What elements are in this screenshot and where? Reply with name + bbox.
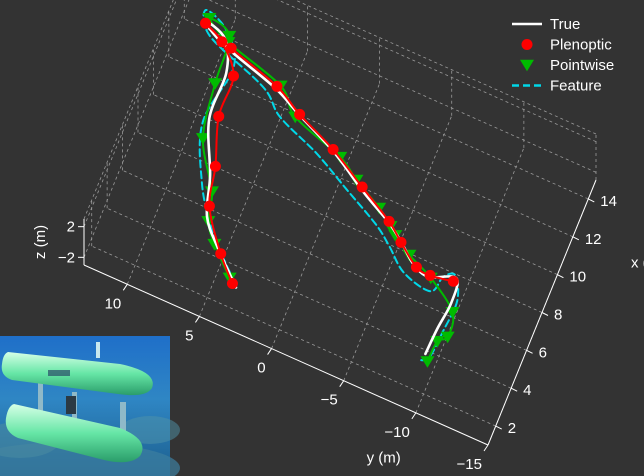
x-tick-mark <box>541 312 549 316</box>
x-tick-mark <box>495 425 502 430</box>
data-point-plenoptic <box>215 248 227 260</box>
y-tick-mark <box>267 348 272 355</box>
grid-line-backwall-z <box>277 0 597 143</box>
legend-item-feature: Feature <box>512 78 602 95</box>
data-point-plenoptic <box>294 108 306 120</box>
data-point-plenoptic <box>424 269 436 281</box>
y-axis-line <box>83 264 489 446</box>
data-point-plenoptic <box>225 42 237 54</box>
y-tick-mark <box>411 412 417 420</box>
grid-line-floor-x <box>122 169 527 351</box>
grid-line-floor-x <box>184 18 589 200</box>
y-tick-label: 5 <box>185 327 193 344</box>
legend-item-pointwise: Pointwise <box>520 57 614 74</box>
data-point-pointwise <box>202 13 217 25</box>
z-tick-label: 2 <box>67 219 75 236</box>
data-point-plenoptic <box>209 160 221 172</box>
y-axis-label: y (m) <box>367 450 401 467</box>
series-plenoptic <box>200 17 459 290</box>
legend-label-true: True <box>550 16 580 33</box>
y-tick-mark <box>122 284 128 291</box>
legend-item-true: True <box>512 16 580 33</box>
y-tick-mark <box>483 444 489 452</box>
y-tick-label: −10 <box>384 424 409 441</box>
x-tick-label: 4 <box>523 382 531 399</box>
y-tick-label: 0 <box>257 360 265 377</box>
grid-line-backwall-z <box>208 0 597 173</box>
y-tick-label: −15 <box>457 456 482 473</box>
data-point-plenoptic <box>327 143 339 155</box>
data-point-pointwise <box>208 78 223 90</box>
data-point-plenoptic <box>271 80 283 92</box>
grid-line-floor-x <box>106 207 512 389</box>
grid-line-floor-x <box>168 56 574 238</box>
legend-label-plenoptic: Plenoptic <box>550 37 612 54</box>
data-point-pointwise <box>420 356 435 368</box>
z-axis-label: z (m) <box>32 225 49 259</box>
data-point-plenoptic <box>213 110 225 122</box>
y-tick-mark <box>339 380 345 387</box>
vehicle-photo-inset <box>0 336 180 476</box>
z-tick-label: −2 <box>58 249 75 266</box>
data-point-plenoptic <box>356 181 368 193</box>
x-tick-label: 8 <box>554 307 562 324</box>
data-point-pointwise <box>388 230 403 242</box>
x-tick-label: 6 <box>539 344 547 361</box>
data-point-plenoptic <box>216 36 228 48</box>
data-point-plenoptic <box>200 17 212 29</box>
y-tick-label: −5 <box>321 392 338 409</box>
series-line-pointwise <box>201 17 455 363</box>
y-tick-label: 10 <box>105 295 122 312</box>
box-edge-top-back <box>294 0 597 135</box>
grid-line-floor-x <box>153 94 558 276</box>
data-point-plenoptic <box>203 200 215 212</box>
x-tick-label: 12 <box>585 231 602 248</box>
data-point-plenoptic <box>383 215 395 227</box>
x-tick-mark <box>572 236 580 241</box>
x-tick-mark <box>510 387 518 392</box>
x-tick-label: 14 <box>600 193 617 210</box>
legend-swatch-pointwise <box>520 59 534 72</box>
x-tick-label: 2 <box>508 420 516 437</box>
series-layer <box>195 9 460 368</box>
data-point-plenoptic <box>395 236 407 248</box>
y-tick-mark <box>195 316 200 323</box>
data-point-pointwise <box>222 30 237 43</box>
data-point-plenoptic <box>410 261 422 273</box>
data-point-plenoptic <box>447 275 459 287</box>
legend-label-feature: Feature <box>550 78 602 95</box>
x-tick-mark <box>588 198 595 203</box>
data-point-plenoptic <box>226 278 238 290</box>
x-tick-label: 10 <box>569 269 586 286</box>
legend-label-pointwise: Pointwise <box>550 57 614 74</box>
data-point-plenoptic <box>227 70 239 82</box>
legend-item-plenoptic: Plenoptic <box>521 37 612 54</box>
data-point-pointwise <box>195 133 210 145</box>
legend: True Plenoptic Pointwise Feature <box>512 16 614 95</box>
legend-swatch-plenoptic <box>521 39 533 50</box>
x-tick-mark <box>557 274 564 279</box>
data-point-pointwise <box>440 331 455 344</box>
x-axis-label: x (m) <box>631 255 644 272</box>
data-point-pointwise <box>430 336 445 348</box>
x-tick-mark <box>526 349 533 354</box>
grid-line-floor-x <box>91 245 496 427</box>
axes-layer: 2 4 6 8 10 12 14 10 5 0 −5 −10 −15 2 −2 x (m) y (m) z (m) <box>32 179 644 473</box>
